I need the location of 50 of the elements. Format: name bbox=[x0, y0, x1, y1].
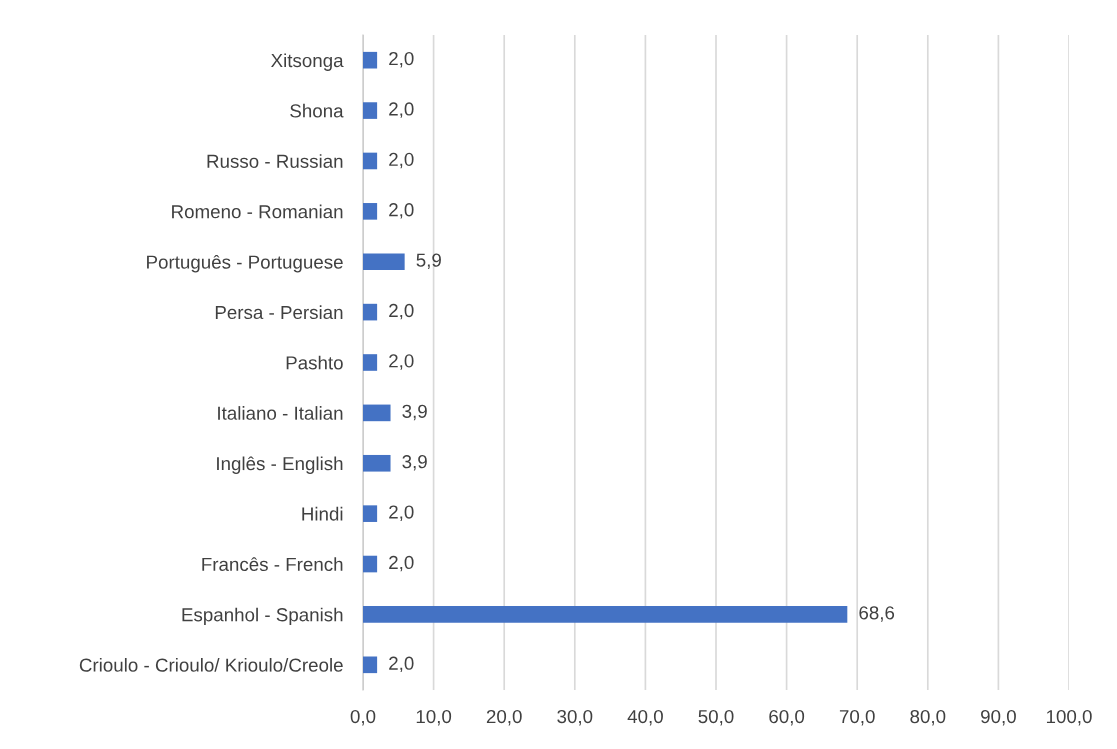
x-tick-label: 60,0 bbox=[769, 709, 805, 726]
bar bbox=[363, 102, 378, 119]
x-tick-label: 70,0 bbox=[839, 709, 875, 726]
y-tick-label: Italiano - Italian bbox=[218, 406, 343, 420]
data-label: 2,0 bbox=[389, 354, 414, 370]
bar bbox=[363, 303, 378, 321]
y-tick-label: Francês - French bbox=[202, 557, 343, 572]
x-tick-label: 50,0 bbox=[698, 709, 734, 726]
y-tick-label: Hindi bbox=[302, 506, 343, 521]
bar bbox=[363, 606, 848, 623]
data-label: 2,0 bbox=[389, 555, 414, 572]
bar bbox=[363, 152, 378, 170]
data-label: 2,0 bbox=[389, 152, 414, 169]
data-label: 68,6 bbox=[859, 606, 895, 622]
bar bbox=[363, 253, 405, 271]
x-tick-label: 40,0 bbox=[627, 709, 663, 726]
bar bbox=[363, 656, 378, 674]
data-label: 3,9 bbox=[402, 455, 427, 471]
x-tick-label: 20,0 bbox=[486, 709, 522, 726]
y-tick-label: Xitsonga bbox=[271, 53, 344, 71]
x-tick-label: 30,0 bbox=[557, 709, 593, 726]
bar bbox=[363, 203, 378, 220]
x-tick-label: 90,0 bbox=[981, 709, 1016, 726]
bar bbox=[363, 454, 391, 472]
y-tick-label: Romeno - Romanian bbox=[172, 204, 343, 219]
y-tick-label: Inglês - English bbox=[217, 456, 343, 474]
data-label: 2,0 bbox=[389, 51, 414, 68]
y-tick-label: Espanhol - Spanish bbox=[182, 607, 343, 626]
x-tick-label: 10,0 bbox=[416, 709, 452, 726]
x-tick-label: 100,0 bbox=[1046, 709, 1092, 726]
data-label: 2,0 bbox=[389, 656, 414, 673]
data-label: 2,0 bbox=[389, 203, 414, 219]
data-label: 2,0 bbox=[389, 102, 414, 118]
y-tick-label: Português - Portuguese bbox=[147, 254, 343, 273]
y-tick-label: Russo - Russian bbox=[207, 154, 343, 168]
y-tick-label: Persa - Persian bbox=[215, 305, 343, 320]
data-label: 2,0 bbox=[389, 303, 414, 320]
data-label: 2,0 bbox=[389, 505, 414, 521]
bar bbox=[363, 404, 391, 422]
x-tick-label: 0,0 bbox=[350, 709, 376, 726]
data-label: 3,9 bbox=[402, 404, 427, 421]
bar bbox=[363, 51, 378, 69]
bar bbox=[363, 555, 378, 573]
data-label: 5,9 bbox=[416, 253, 441, 269]
bar bbox=[363, 354, 378, 371]
y-tick-label: Crioulo - Crioulo/ Krioulo/Creole bbox=[79, 658, 343, 672]
y-tick-label: Pashto bbox=[286, 355, 343, 370]
bar bbox=[363, 505, 378, 522]
x-tick-label: 80,0 bbox=[910, 709, 946, 726]
y-tick-label: Shona bbox=[290, 103, 344, 118]
